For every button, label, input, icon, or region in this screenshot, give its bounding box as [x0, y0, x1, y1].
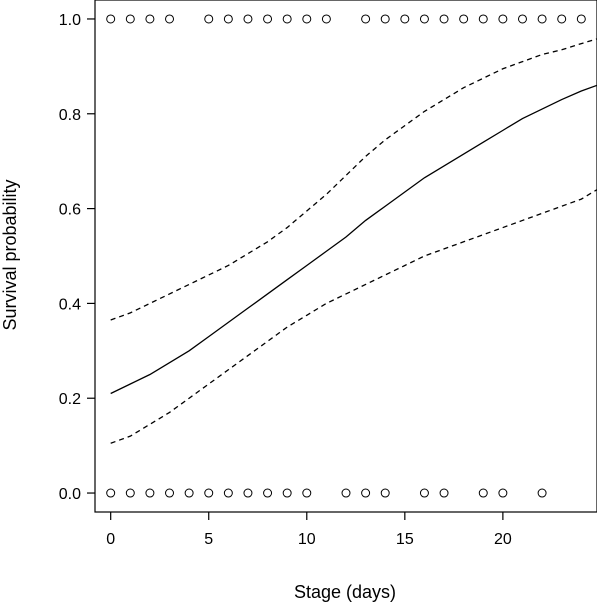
data-point	[302, 14, 312, 24]
data-point	[439, 14, 449, 24]
data-point	[223, 488, 233, 498]
x-tick-label: 0	[106, 531, 115, 548]
data-point	[419, 14, 429, 24]
data-point	[282, 14, 292, 24]
upper-confidence-band	[110, 38, 597, 321]
plot-area	[106, 14, 597, 498]
data-point	[302, 488, 312, 498]
data-point	[498, 488, 508, 498]
data-point	[361, 14, 371, 24]
y-axis-title: Survival probability	[0, 179, 20, 330]
data-point	[576, 14, 586, 24]
data-point	[204, 14, 214, 24]
survived-observations	[106, 14, 586, 24]
x-axis-title: Stage (days)	[294, 582, 396, 602]
y-tick-label: 0.2	[59, 391, 81, 408]
data-point	[439, 488, 449, 498]
axes: 0 5 10 15 20 0.0 0.2 0.4 0.6 0.8 1.0	[59, 0, 597, 548]
x-tick-label: 5	[204, 531, 213, 548]
data-point	[263, 14, 273, 24]
data-point	[459, 14, 469, 24]
x-tick-label: 20	[494, 531, 512, 548]
fitted-curve	[110, 84, 597, 395]
died-observations	[106, 488, 547, 498]
data-point	[282, 488, 292, 498]
data-point	[478, 14, 488, 24]
data-point	[106, 488, 116, 498]
data-point	[145, 488, 155, 498]
data-point	[204, 488, 214, 498]
plot-frame	[94, 0, 597, 513]
data-point	[165, 488, 175, 498]
y-tick-label: 0.4	[59, 296, 81, 313]
y-tick-label: 0.6	[59, 202, 81, 219]
data-point	[498, 14, 508, 24]
data-point	[165, 14, 175, 24]
data-point	[478, 488, 488, 498]
x-tick-label: 15	[396, 531, 414, 548]
data-point	[223, 14, 233, 24]
data-point	[400, 14, 410, 24]
data-point	[243, 14, 253, 24]
data-point	[184, 488, 194, 498]
y-tick-label: 1.0	[59, 12, 81, 29]
y-tick-label: 0.0	[59, 486, 81, 503]
x-tick-label: 10	[298, 531, 316, 548]
data-point	[557, 14, 567, 24]
data-point	[419, 488, 429, 498]
data-point	[380, 14, 390, 24]
data-point	[380, 488, 390, 498]
data-point	[517, 14, 527, 24]
data-point	[341, 488, 351, 498]
data-point	[125, 488, 135, 498]
data-point	[361, 488, 371, 498]
data-point	[537, 488, 547, 498]
y-tick-label: 0.8	[59, 107, 81, 124]
lower-confidence-band	[110, 189, 597, 444]
data-point	[106, 14, 116, 24]
data-point	[321, 14, 331, 24]
data-point	[243, 488, 253, 498]
data-point	[263, 488, 273, 498]
data-point	[125, 14, 135, 24]
data-point	[537, 14, 547, 24]
data-point	[145, 14, 155, 24]
